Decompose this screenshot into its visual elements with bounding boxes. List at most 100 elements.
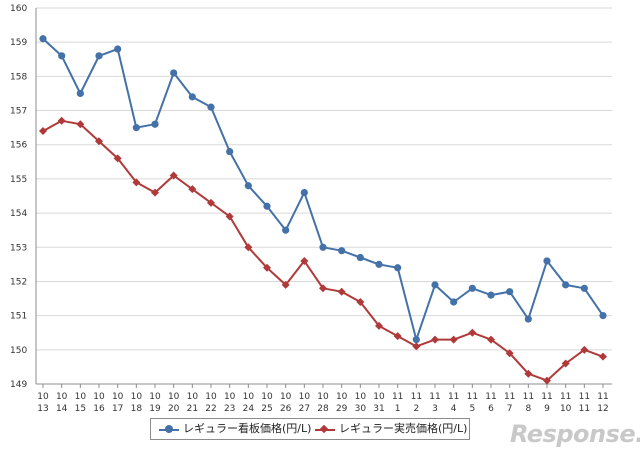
y-tick-label: 158: [10, 72, 27, 82]
legend-circle-marker-icon: [165, 425, 173, 433]
data-point: [468, 284, 476, 292]
data-point: [487, 291, 495, 299]
response-watermark: Response.: [510, 420, 640, 448]
x-tick-day: 2: [413, 404, 419, 414]
x-tick-day: 27: [299, 404, 310, 414]
y-axis-ticks: 149 150 151 152 153 154 155 156 157 158 159 160: [10, 4, 27, 390]
x-tick-day: 22: [205, 404, 216, 414]
x-tick-month: 10: [336, 392, 348, 402]
data-point: [282, 226, 290, 234]
data-point: [562, 281, 570, 289]
x-tick-day: 25: [261, 404, 272, 414]
data-point: [580, 345, 589, 354]
x-tick-day: 3: [432, 404, 438, 414]
x-tick-month: 10: [317, 392, 329, 402]
data-point: [226, 147, 234, 156]
data-point: [319, 243, 327, 251]
x-tick-month: 10: [37, 392, 49, 402]
data-point: [506, 288, 514, 296]
x-tick-month: 11: [523, 392, 534, 402]
data-point: [356, 297, 365, 306]
x-tick-day: 6: [488, 404, 494, 414]
legend: レギュラー看板価格(円/L) レギュラー実売価格(円/L): [150, 418, 470, 440]
x-tick-month: 10: [112, 392, 124, 402]
x-tick-month: 10: [93, 392, 105, 402]
y-tick-label: 155: [10, 175, 27, 185]
data-point: [580, 284, 588, 292]
data-point: [356, 253, 364, 262]
data-point: [412, 335, 420, 344]
x-tick-month: 11: [579, 392, 590, 402]
y-tick-label: 157: [10, 107, 27, 117]
data-point: [300, 188, 308, 197]
data-point: [39, 127, 47, 136]
data-point: [188, 185, 197, 194]
x-tick-month: 11: [560, 392, 571, 402]
x-tick-day: 7: [507, 404, 513, 414]
x-tick-day: 29: [336, 404, 348, 414]
x-tick-month: 10: [224, 392, 236, 402]
y-tick-label: 153: [10, 243, 27, 253]
y-tick-label: 154: [10, 209, 27, 219]
data-point: [57, 116, 66, 125]
x-tick-day: 24: [243, 404, 255, 414]
x-tick-day: 23: [224, 404, 235, 414]
x-tick-day: 20: [168, 404, 180, 414]
data-point: [375, 260, 383, 268]
x-tick-day: 13: [37, 404, 48, 414]
y-tick-label: 156: [10, 141, 27, 151]
data-point: [207, 103, 215, 111]
x-tick-month: 11: [448, 392, 459, 402]
data-point: [39, 35, 47, 43]
data-point: [132, 178, 141, 187]
x-tick-day: 5: [469, 404, 475, 414]
data-point: [207, 198, 215, 207]
x-tick-month: 10: [261, 392, 273, 402]
data-point: [561, 359, 570, 368]
data-point: [524, 315, 532, 323]
y-tick-label: 151: [10, 312, 27, 322]
data-point: [76, 89, 84, 98]
data-point: [319, 284, 327, 293]
x-tick-month: 10: [187, 392, 199, 402]
x-tick-month: 10: [280, 392, 292, 402]
x-tick-month: 10: [75, 392, 87, 402]
data-point: [599, 312, 607, 320]
x-tick-day: 9: [544, 404, 550, 414]
x-tick-day: 30: [355, 404, 367, 414]
x-tick-day: 17: [112, 404, 123, 414]
x-tick-month: 10: [243, 392, 255, 402]
data-point: [487, 335, 495, 344]
data-point: [281, 280, 290, 289]
x-tick-day: 28: [317, 404, 329, 414]
x-tick-month: 10: [373, 392, 385, 402]
y-tick-label: 152: [10, 277, 27, 287]
y-tick-label: 149: [10, 380, 27, 390]
x-tick-month: 11: [392, 392, 403, 402]
data-point: [300, 256, 309, 265]
x-tick-day: 14: [56, 404, 68, 414]
data-point: [113, 154, 122, 163]
x-tick-day: 11: [579, 404, 590, 414]
data-point: [151, 188, 159, 197]
data-point: [225, 212, 234, 221]
x-tick-month: 11: [597, 392, 608, 402]
x-axis: 1013101410151016101710181019102010211022…: [35, 8, 612, 414]
x-tick-day: 21: [187, 404, 198, 414]
data-point: [393, 332, 402, 341]
data-point: [394, 264, 402, 272]
x-tick-month: 11: [504, 392, 515, 402]
data-point: [95, 52, 103, 60]
legend-label-signboard: レギュラー看板価格(円/L): [183, 422, 312, 435]
data-point: [170, 69, 178, 77]
x-tick-day: 10: [560, 404, 572, 414]
data-point: [375, 321, 383, 330]
data-point: [337, 287, 346, 296]
data-point: [599, 352, 607, 361]
data-point: [188, 93, 196, 101]
data-point: [450, 298, 458, 306]
x-tick-month: 11: [485, 392, 496, 402]
x-tick-month: 10: [168, 392, 180, 402]
x-tick-month: 11: [467, 392, 478, 402]
